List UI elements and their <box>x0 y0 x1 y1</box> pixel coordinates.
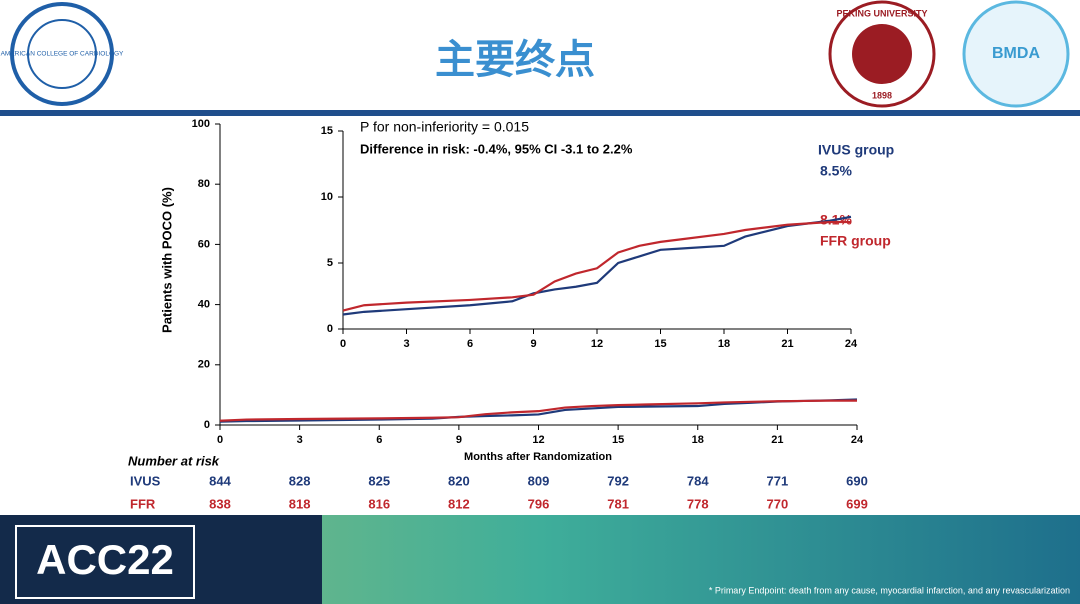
risk-group-label: FFR <box>130 496 156 511</box>
x-tick-label: 6 <box>467 338 473 350</box>
x-tick-label: 21 <box>771 434 783 446</box>
series-line <box>342 220 851 312</box>
series-line <box>219 399 857 422</box>
logo-acc: AMERICAN COLLEGE OF CARDIOLOGY <box>1 2 124 106</box>
y-tick-label: 0 <box>204 419 210 431</box>
footnote: * Primary Endpoint: death from any cause… <box>709 585 1070 595</box>
logo-text: AMERICAN COLLEGE OF CARDIOLOGY <box>1 51 124 58</box>
y-tick-label: 20 <box>198 359 210 371</box>
x-tick-label: 0 <box>217 434 223 446</box>
x-tick-label: 18 <box>718 338 730 350</box>
risk-count: 812 <box>448 496 470 511</box>
risk-count: 818 <box>289 496 311 511</box>
risk-count: 699 <box>846 496 868 511</box>
risk-count: 792 <box>607 473 629 488</box>
risk-count: 771 <box>767 473 789 488</box>
risk-count: 838 <box>209 496 231 511</box>
y-tick-label: 15 <box>321 125 333 137</box>
x-tick-label: 21 <box>781 338 793 350</box>
x-tick-label: 15 <box>654 338 666 350</box>
logo-text: BMDA <box>992 45 1040 62</box>
risk-count: 828 <box>289 473 311 488</box>
risk-count: 690 <box>846 473 868 488</box>
risk-count: 820 <box>448 473 470 488</box>
x-tick-label: 12 <box>591 338 603 350</box>
risk-count: 844 <box>209 473 231 488</box>
logo-bmda: BMDA <box>962 0 1070 108</box>
y-tick-label: 5 <box>327 257 333 269</box>
brand-frame <box>15 525 195 599</box>
risk-count: 816 <box>368 496 390 511</box>
logo-pku: PEKING UNIVERSITY 1898 <box>828 0 936 108</box>
logo-text: PEKING UNIVERSITY <box>836 8 927 18</box>
x-tick-label: 24 <box>845 338 858 350</box>
y-tick-label: 10 <box>321 191 333 203</box>
risk-count: 778 <box>687 496 709 511</box>
series-line <box>342 215 852 316</box>
annotation: P for non-inferiority = 0.015 <box>360 119 529 135</box>
annotation: 8.5% <box>820 163 852 179</box>
legend-entry: FFR group <box>820 233 891 249</box>
y-tick-label: 80 <box>198 178 210 190</box>
risk-count: 770 <box>767 496 789 511</box>
x-tick-label: 15 <box>612 434 624 446</box>
x-tick-label: 3 <box>297 434 303 446</box>
y-tick-label: 40 <box>198 299 210 311</box>
y-tick-label: 0 <box>327 323 333 335</box>
logo-text: 1898 <box>872 90 892 100</box>
slide-title: 主要终点 <box>435 37 595 83</box>
x-tick-label: 0 <box>340 338 346 350</box>
y-axis-title: Patients with POCO (%) <box>159 187 174 333</box>
footer-box <box>0 515 322 604</box>
risk-count: 781 <box>607 496 629 511</box>
y-tick-label: 60 <box>198 238 210 250</box>
risk-count: 809 <box>528 473 550 488</box>
annotation: Difference in risk: -0.4%, 95% CI -3.1 t… <box>360 141 633 156</box>
risk-count: 825 <box>368 473 390 488</box>
legend-entry: IVUS group <box>818 142 894 158</box>
x-tick-label: 9 <box>456 434 462 446</box>
x-tick-label: 6 <box>376 434 382 446</box>
risk-group-label: IVUS <box>130 473 161 488</box>
x-tick-label: 18 <box>692 434 704 446</box>
risk-count: 784 <box>687 473 709 488</box>
y-tick-label: 100 <box>192 118 210 130</box>
x-tick-label: 9 <box>530 338 536 350</box>
x-tick-label: 12 <box>532 434 544 446</box>
x-tick-label: 24 <box>851 434 864 446</box>
header-rule <box>0 110 1080 116</box>
x-axis-title: Months after Randomization <box>464 451 612 463</box>
risk-table-title: Number at risk <box>128 453 220 468</box>
risk-count: 796 <box>528 496 550 511</box>
brand: ACC22 <box>36 536 174 583</box>
x-tick-label: 3 <box>403 338 409 350</box>
